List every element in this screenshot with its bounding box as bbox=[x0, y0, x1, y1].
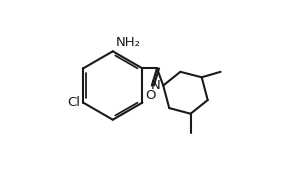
Text: NH₂: NH₂ bbox=[116, 36, 141, 49]
Text: Cl: Cl bbox=[68, 96, 81, 109]
Text: O: O bbox=[146, 89, 156, 102]
Text: N: N bbox=[151, 79, 160, 92]
